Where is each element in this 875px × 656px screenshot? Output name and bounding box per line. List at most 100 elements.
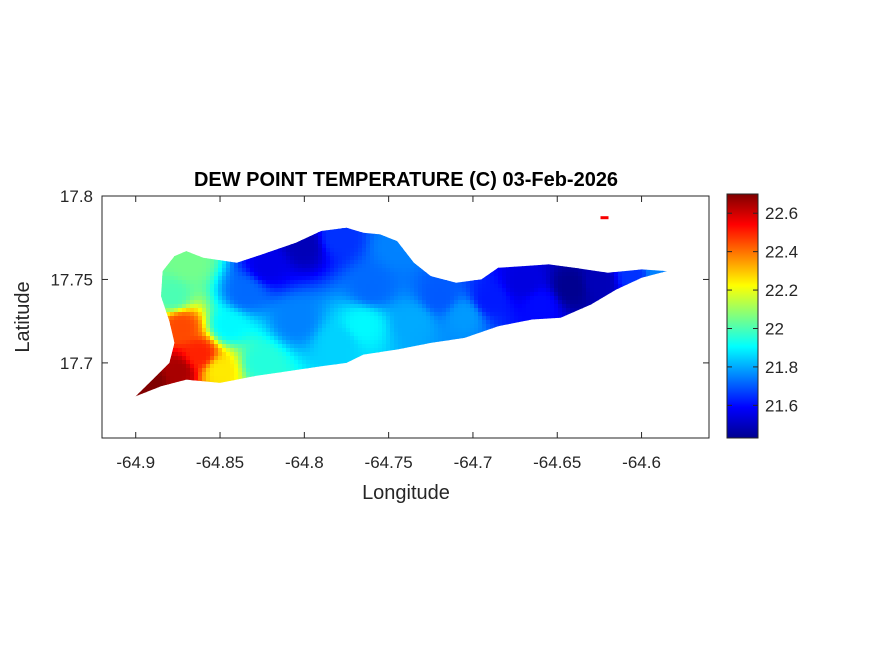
heat-cell <box>198 372 203 377</box>
heat-cell <box>290 316 295 321</box>
heat-cell <box>210 348 215 353</box>
heat-cell <box>398 244 403 249</box>
heat-cell <box>314 348 319 353</box>
heat-cell <box>362 340 367 345</box>
heat-cell <box>338 276 343 281</box>
heat-cell <box>346 324 351 329</box>
heat-cell <box>366 312 371 317</box>
heat-cell <box>342 276 347 281</box>
heat-cell <box>186 320 191 325</box>
heat-cell <box>302 308 307 313</box>
heat-cell <box>178 304 183 309</box>
heat-cell <box>190 288 195 293</box>
heat-cell <box>202 344 207 349</box>
heat-cell <box>174 264 179 269</box>
heat-cell <box>314 296 319 301</box>
heat-cell <box>190 376 195 381</box>
heat-cell <box>378 252 383 257</box>
heat-cell <box>422 288 427 293</box>
heat-cell <box>322 340 327 345</box>
heat-cell <box>410 260 415 265</box>
heat-cell <box>326 292 331 297</box>
heat-cell <box>370 292 375 297</box>
heat-cell <box>306 324 311 329</box>
heat-cell <box>298 304 303 309</box>
heat-cell <box>198 344 203 349</box>
heat-cell <box>306 244 311 249</box>
heat-cell <box>282 264 287 269</box>
heat-cell <box>226 316 231 321</box>
heat-cell <box>362 288 367 293</box>
heat-cell <box>318 264 323 269</box>
heat-cell <box>302 320 307 325</box>
heat-cell <box>254 296 259 301</box>
heat-cell <box>178 364 183 369</box>
heat-cell <box>246 312 251 317</box>
heat-cell <box>382 288 387 293</box>
heat-cell <box>390 296 395 301</box>
heat-cell <box>274 308 279 313</box>
heat-cell <box>250 368 255 373</box>
heat-cell <box>266 252 271 257</box>
heat-cell <box>338 332 343 337</box>
heat-cell <box>374 272 379 277</box>
heat-cell <box>258 372 263 377</box>
heat-cell <box>334 260 339 265</box>
heat-cell <box>206 308 211 313</box>
heat-cell <box>354 336 359 341</box>
heat-cell <box>354 260 359 265</box>
heat-cell <box>178 356 183 361</box>
heat-cell <box>258 364 263 369</box>
heat-cell <box>382 268 387 273</box>
heat-cell <box>302 252 307 257</box>
heat-cell <box>262 344 267 349</box>
heat-cell <box>238 328 243 333</box>
heat-cell <box>286 304 291 309</box>
heat-cell <box>322 276 327 281</box>
heat-cell <box>386 252 391 257</box>
heat-cell <box>198 308 203 313</box>
heat-cell <box>254 256 259 261</box>
heat-cell <box>202 304 207 309</box>
heat-cell <box>254 304 259 309</box>
heat-cell <box>334 236 339 241</box>
heat-cell <box>286 268 291 273</box>
heat-cell <box>402 308 407 313</box>
heat-cell <box>254 320 259 325</box>
heat-cell <box>218 372 223 377</box>
heat-cell <box>190 260 195 265</box>
heat-cell <box>222 372 227 377</box>
heat-cell <box>210 308 215 313</box>
heat-cell <box>322 332 327 337</box>
heat-cell <box>366 268 371 273</box>
heat-cell <box>250 264 255 269</box>
heat-cell <box>374 348 379 353</box>
heat-cell <box>318 344 323 349</box>
heat-cell <box>362 252 367 257</box>
heat-cell <box>262 252 267 257</box>
heat-cell <box>306 292 311 297</box>
heat-cell <box>362 244 367 249</box>
heat-cell <box>194 336 199 341</box>
heat-cell <box>298 308 303 313</box>
heat-cell <box>218 368 223 373</box>
heat-cell <box>242 292 247 297</box>
heat-cell <box>230 368 235 373</box>
heat-cell <box>394 320 399 325</box>
heat-cell <box>302 276 307 281</box>
heat-cell <box>202 276 207 281</box>
heat-cell <box>162 296 167 301</box>
heat-cell <box>366 344 371 349</box>
heat-cell <box>410 296 415 301</box>
heat-cell <box>346 332 351 337</box>
heat-cell <box>402 340 407 345</box>
heat-cell <box>378 284 383 289</box>
heat-cell <box>354 232 359 237</box>
heat-cell <box>330 228 335 233</box>
heat-cell <box>246 272 251 277</box>
heat-cell <box>234 328 239 333</box>
heat-cell <box>302 340 307 345</box>
heat-cell <box>218 284 223 289</box>
heat-cell <box>218 280 223 285</box>
heat-cell <box>190 348 195 353</box>
